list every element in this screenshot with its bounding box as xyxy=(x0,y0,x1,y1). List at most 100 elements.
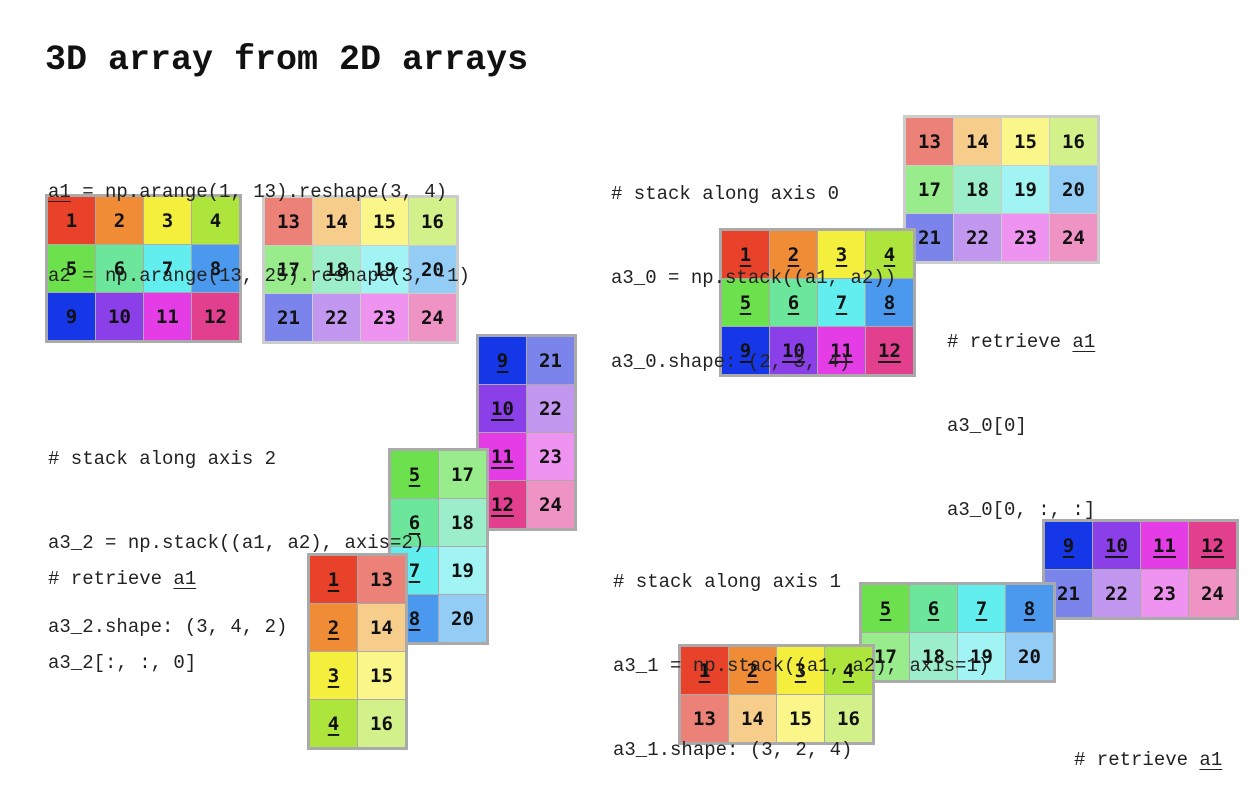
cell-label: 14 xyxy=(966,131,989,153)
cell xyxy=(906,166,953,213)
cell-label: 21 xyxy=(1057,583,1080,605)
cell xyxy=(527,433,574,480)
code-text: # retrieve xyxy=(1074,749,1200,771)
cell xyxy=(1002,118,1049,165)
cell-label: 19 xyxy=(451,560,474,582)
cell-label: 13 xyxy=(693,708,716,730)
cell xyxy=(313,294,360,341)
cell xyxy=(866,231,913,278)
cell-label: 19 xyxy=(1014,179,1037,201)
cell-label: 14 xyxy=(370,617,393,639)
cell xyxy=(1189,570,1236,617)
cell-label: 10 xyxy=(491,398,514,420)
cell xyxy=(391,499,438,546)
cell-label: 5 xyxy=(66,258,77,280)
cell xyxy=(439,451,486,498)
cell xyxy=(310,604,357,651)
cell-label: 17 xyxy=(874,646,897,668)
cell-label: 23 xyxy=(539,446,562,468)
cell-label: 2 xyxy=(788,244,799,266)
cell-label: 23 xyxy=(1014,227,1037,249)
cell xyxy=(777,695,824,742)
cell xyxy=(1045,522,1092,569)
code-text: a1 xyxy=(48,181,71,203)
cell xyxy=(1141,522,1188,569)
cell xyxy=(48,197,95,244)
code-text: # stack along axis 0 xyxy=(611,183,840,205)
cell-label: 1 xyxy=(699,660,710,682)
cell-label: 13 xyxy=(277,211,300,233)
cell-label: 12 xyxy=(1201,535,1224,557)
code-text: # retrieve xyxy=(947,331,1073,353)
cell xyxy=(770,279,817,326)
cell xyxy=(48,293,95,340)
cell-label: 9 xyxy=(740,340,751,362)
cell xyxy=(1006,585,1053,632)
cell xyxy=(954,166,1001,213)
cell-label: 12 xyxy=(491,494,514,516)
cell xyxy=(722,279,769,326)
cell-label: 4 xyxy=(328,713,339,735)
cell-label: 5 xyxy=(880,598,891,620)
code-text: a3_2.shape: (3, 4, 2) xyxy=(48,616,288,638)
cell-label: 7 xyxy=(836,292,847,314)
cell xyxy=(818,327,865,374)
code-retrieve2: # retrieve a1 a3_2[:, :, 0] xyxy=(48,509,196,733)
cell-label: 8 xyxy=(409,608,420,630)
cell-label: 21 xyxy=(539,350,562,372)
cell-label: 13 xyxy=(918,131,941,153)
cell xyxy=(479,337,526,384)
cell-label: 2 xyxy=(328,617,339,639)
cell xyxy=(1093,522,1140,569)
cell xyxy=(358,556,405,603)
code-text: a3_0[0] xyxy=(947,415,1027,437)
cell xyxy=(1050,166,1097,213)
code-text: a3_2[:, :, 0] xyxy=(48,652,197,674)
code-text: a2 = np.arange(13, 25).reshape(3, -1) xyxy=(48,265,470,287)
cell-label: 22 xyxy=(539,398,562,420)
cell-label: 7 xyxy=(409,560,420,582)
cell-label: 14 xyxy=(741,708,764,730)
cell xyxy=(265,246,312,293)
cell-label: 18 xyxy=(325,259,348,281)
cell xyxy=(96,197,143,244)
cell xyxy=(729,695,776,742)
cell-label: 18 xyxy=(966,179,989,201)
cell xyxy=(954,118,1001,165)
cell xyxy=(144,245,191,292)
cell-label: 13 xyxy=(370,569,393,591)
cell xyxy=(310,700,357,747)
code-text: a3_1.shape: (3, 2, 4) xyxy=(613,739,853,761)
cell xyxy=(862,585,909,632)
cell-label: 11 xyxy=(830,340,853,362)
code-text: # stack along axis 2 xyxy=(48,448,277,470)
cell xyxy=(722,231,769,278)
cell xyxy=(409,294,456,341)
code-retrieve0: # retrieve a1 a3_0[0] a3_0[0, :, :] xyxy=(947,272,1095,580)
cell xyxy=(310,556,357,603)
cell-label: 11 xyxy=(491,446,514,468)
cell xyxy=(409,246,456,293)
cell-label: 20 xyxy=(1018,646,1041,668)
cell-label: 11 xyxy=(1153,535,1176,557)
cell xyxy=(770,231,817,278)
cell-label: 7 xyxy=(976,598,987,620)
cell xyxy=(409,198,456,245)
cell-label: 6 xyxy=(409,512,420,534)
cell xyxy=(1093,570,1140,617)
cell xyxy=(96,293,143,340)
cell-label: 10 xyxy=(782,340,805,362)
cell xyxy=(358,700,405,747)
cell xyxy=(361,294,408,341)
cell-label: 17 xyxy=(918,179,941,201)
cell xyxy=(192,197,239,244)
cell-label: 2 xyxy=(747,660,758,682)
cell xyxy=(192,245,239,292)
code-text: # retrieve xyxy=(48,568,174,590)
cell xyxy=(439,499,486,546)
cell-label: 15 xyxy=(1014,131,1037,153)
cell-label: 6 xyxy=(788,292,799,314)
cell xyxy=(958,585,1005,632)
cell-label: 21 xyxy=(918,227,941,249)
